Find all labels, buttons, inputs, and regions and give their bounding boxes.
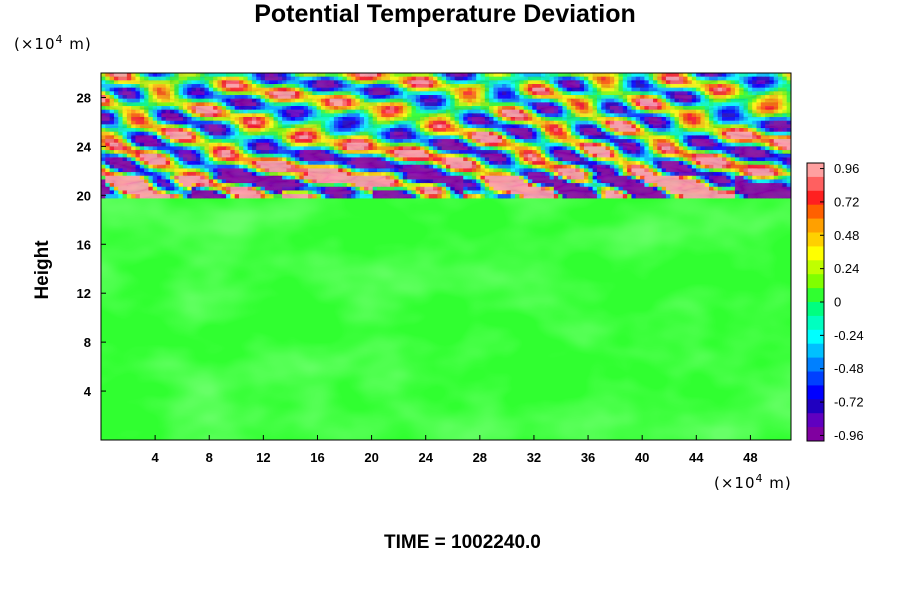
y-unit-exponent: 4 <box>55 33 64 46</box>
x-unit-suffix: m) <box>763 474 792 492</box>
chart-title: Potential Temperature Deviation <box>254 0 636 28</box>
plot-area <box>101 73 791 440</box>
x-axis-unit: (×104 m) <box>714 472 792 492</box>
y-unit-suffix: m) <box>63 35 92 53</box>
x-unit-prefix: (×10 <box>714 474 756 492</box>
time-label: TIME = 1002240.0 <box>384 532 541 553</box>
y-axis-unit: (×104 m) <box>14 33 92 53</box>
lower-field-texture <box>101 197 791 440</box>
x-unit-exponent: 4 <box>755 472 764 485</box>
y-unit-prefix: (×10 <box>14 35 56 53</box>
